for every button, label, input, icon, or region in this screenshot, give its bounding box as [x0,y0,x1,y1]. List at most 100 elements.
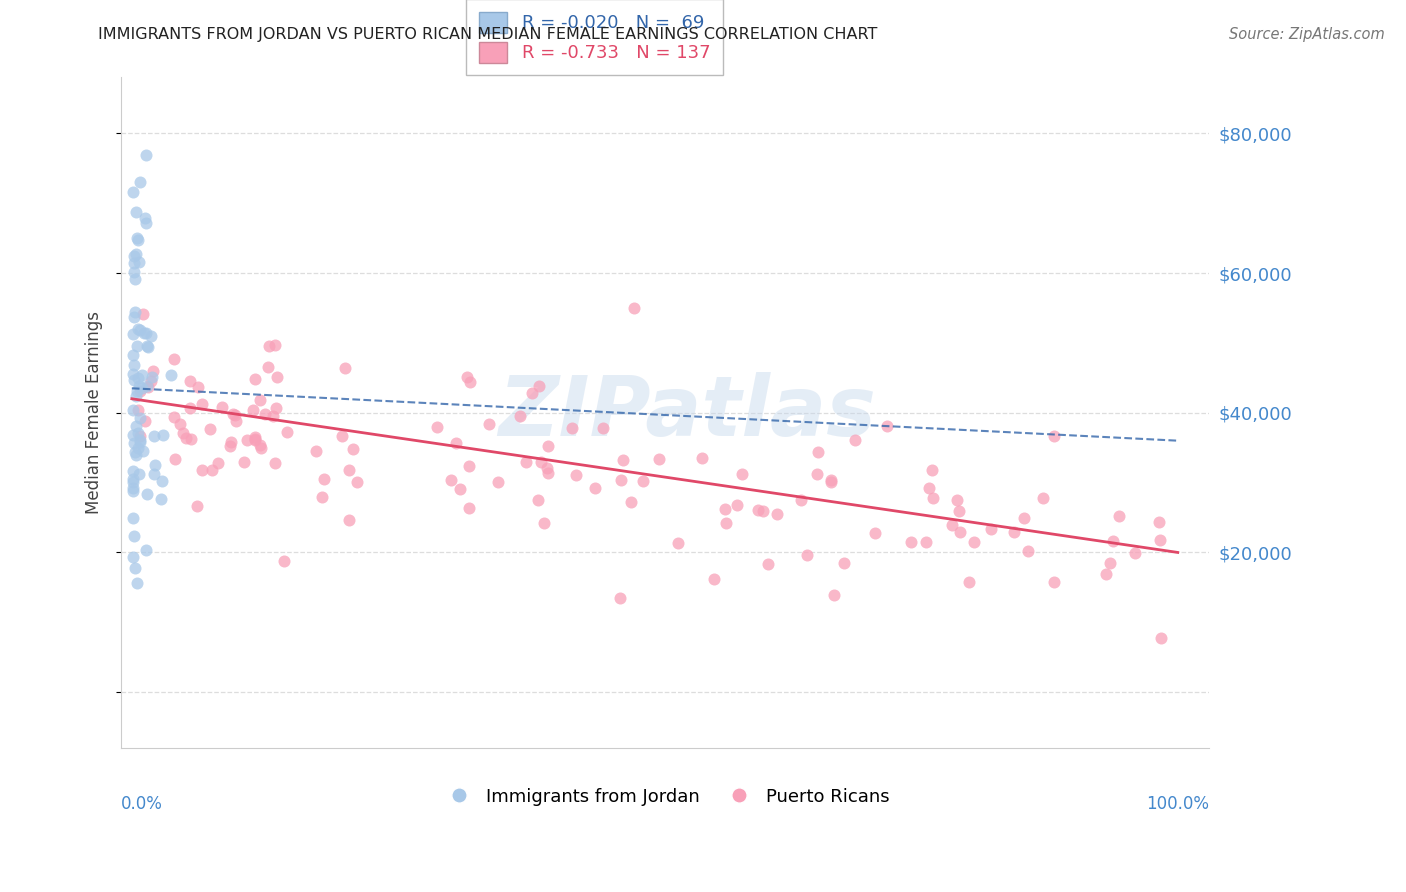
Point [1098,556,1121,570]
Point [249,392,271,407]
Point [592,421,614,435]
Point [1042,429,1064,443]
Point [262,409,284,424]
Point [790,492,813,507]
Point [1002,525,1025,540]
Point [245,372,267,386]
Point [142,363,165,377]
Point [509,409,531,423]
Point [141,370,163,384]
Point [191,397,214,411]
Point [440,473,463,487]
Point [129,411,152,425]
Point [121,549,143,564]
Point [915,535,938,549]
Text: IMMIGRANTS FROM JORDAN VS PUERTO RICAN MEDIAN FEMALE EARNINGS CORRELATION CHART: IMMIGRANTS FROM JORDAN VS PUERTO RICAN M… [98,27,877,42]
Point [752,504,775,518]
Legend: Immigrants from Jordan, Puerto Ricans: Immigrants from Jordan, Puerto Ricans [433,780,897,813]
Point [949,525,972,540]
Point [243,432,266,446]
Point [125,247,148,261]
Point [160,368,183,382]
Point [346,475,368,489]
Point [134,414,156,428]
Point [128,467,150,481]
Point [128,378,150,392]
Point [124,529,146,543]
Point [1017,544,1039,558]
Point [263,337,285,351]
Point [135,148,157,162]
Point [142,429,165,443]
Point [125,230,148,244]
Point [561,420,583,434]
Point [135,542,157,557]
Point [1108,508,1130,523]
Point [806,444,828,458]
Point [245,430,267,444]
Point [820,475,842,489]
Point [219,434,242,449]
Point [620,494,643,508]
Point [172,425,194,440]
Point [456,370,478,384]
Point [124,444,146,458]
Point [207,456,229,470]
Point [121,464,143,478]
Point [311,490,333,504]
Point [337,463,360,477]
Point [921,463,943,477]
Point [529,379,551,393]
Point [844,433,866,447]
Point [136,380,159,394]
Point [149,492,172,507]
Point [169,417,191,431]
Point [342,442,364,457]
Point [134,211,156,225]
Point [921,491,943,505]
Point [1149,533,1171,548]
Point [264,457,287,471]
Point [337,513,360,527]
Point [180,432,202,446]
Point [127,370,149,384]
Point [129,429,152,443]
Point [756,557,779,571]
Point [125,448,148,462]
Point [121,185,143,199]
Point [127,425,149,440]
Point [211,400,233,414]
Point [648,451,671,466]
Point [1102,534,1125,549]
Point [121,484,143,499]
Point [1094,567,1116,582]
Point [583,481,606,495]
Point [143,458,166,473]
Point [135,378,157,392]
Point [1123,546,1146,560]
Point [900,535,922,549]
Point [249,438,271,452]
Point [918,482,941,496]
Point [200,422,222,436]
Point [131,368,153,383]
Point [527,492,550,507]
Point [273,554,295,568]
Point [122,403,145,417]
Point [122,249,145,263]
Point [121,481,143,495]
Point [165,451,187,466]
Point [537,466,560,480]
Point [127,233,149,247]
Point [690,451,713,466]
Point [187,380,209,394]
Point [179,401,201,415]
Point [191,463,214,477]
Point [565,467,588,482]
Point [127,575,149,590]
Point [623,301,645,315]
Point [124,560,146,574]
Point [610,473,633,487]
Point [132,443,155,458]
Point [125,419,148,434]
